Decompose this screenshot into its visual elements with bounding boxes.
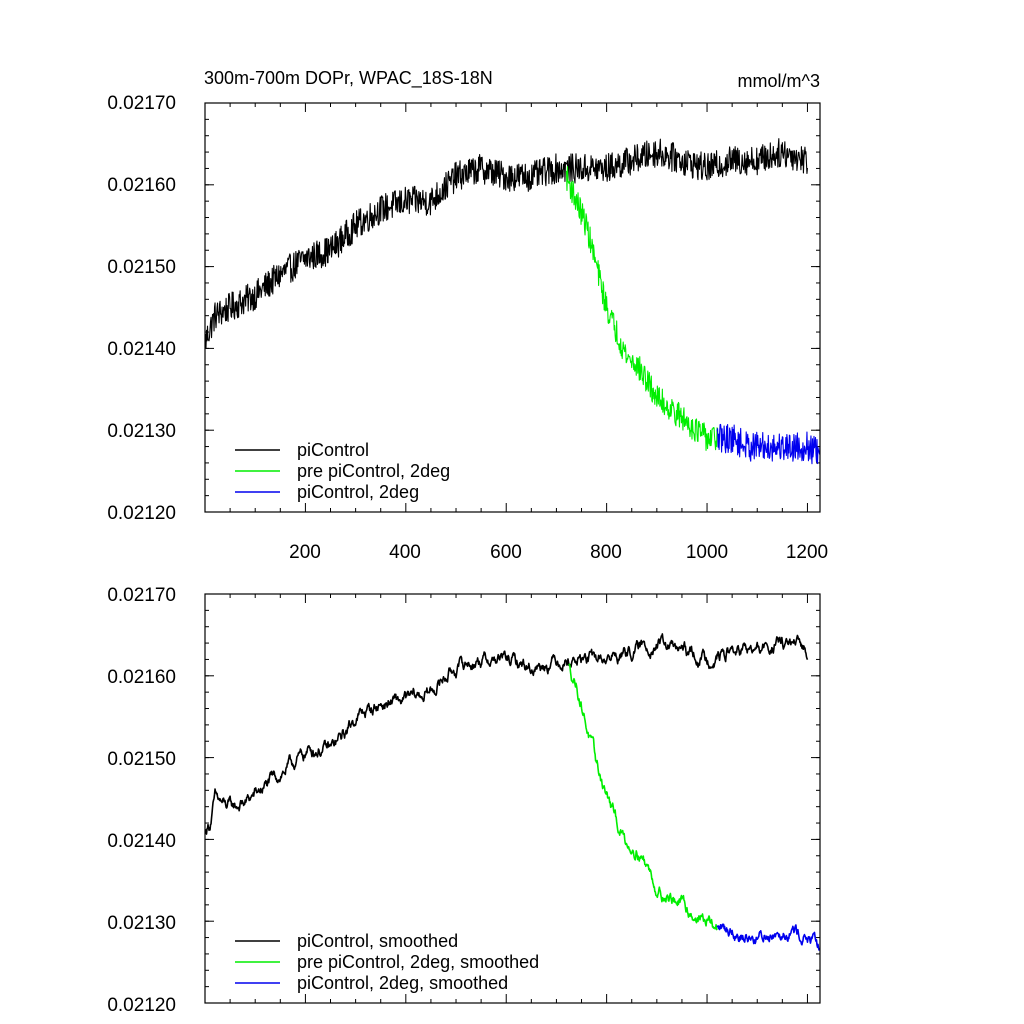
x-tick-label: 200 [289,542,321,563]
y-tick-label: 0.02170 [107,585,176,606]
y-tick-label: 0.02140 [107,831,176,852]
legend-label: piControl, 2deg [297,482,419,502]
y-tick-label: 0.02150 [107,257,176,278]
series-line [716,923,821,951]
series-lines [204,138,821,465]
chart-title: 300m-700m DOPr, WPAC_18S-18N [204,68,493,89]
legend: piControl pre piControl, 2deg piControl,… [235,440,450,502]
x-tick-label: 1000 [686,542,728,563]
legend-label: pre piControl, 2deg, smoothed [297,952,539,972]
series-lines [204,633,821,951]
y-axis-tick-labels: 0.02170 0.02160 0.02150 0.02140 0.02130 … [107,93,176,524]
legend: piControl, smoothed pre piControl, 2deg,… [235,931,539,993]
plot-frame [204,102,821,513]
x-tick-label: 1200 [786,542,828,563]
x-tick-label: 600 [490,542,522,563]
series-line [716,423,821,465]
x-axis-tick-labels: 200 400 600 800 1000 1200 [289,542,828,563]
series-line [204,633,809,835]
panel-top: 300m-700m DOPr, WPAC_18S-18N mmol/m^3 0.… [107,68,828,563]
y-tick-label: 0.02130 [107,421,176,442]
series-line [568,663,718,931]
y-tick-label: 0.02140 [107,339,176,360]
legend-label: piControl, smoothed [297,931,458,951]
legend-label: piControl, 2deg, smoothed [297,973,508,993]
y-tick-label: 0.02120 [107,503,176,524]
y-axis-tick-labels: 0.02170 0.02160 0.02150 0.02140 0.02130 … [107,585,176,1016]
plot-frame [204,593,821,1004]
y-tick-label: 0.02160 [107,175,176,196]
y-tick-label: 0.02120 [107,995,176,1016]
y-tick-label: 0.02160 [107,667,176,688]
x-tick-label: 800 [590,542,622,563]
series-line [204,138,808,349]
x-tick-label: 400 [389,542,421,563]
panel-bottom: 0.02170 0.02160 0.02150 0.02140 0.02130 … [107,585,821,1016]
y-tick-label: 0.02130 [107,913,176,934]
series-line [565,166,718,451]
units-label: mmol/m^3 [738,71,820,91]
y-tick-label: 0.02150 [107,749,176,770]
y-tick-label: 0.02170 [107,93,176,114]
axis-ticks [205,102,820,513]
legend-label: pre piControl, 2deg [297,461,450,481]
legend-label: piControl [297,440,369,460]
